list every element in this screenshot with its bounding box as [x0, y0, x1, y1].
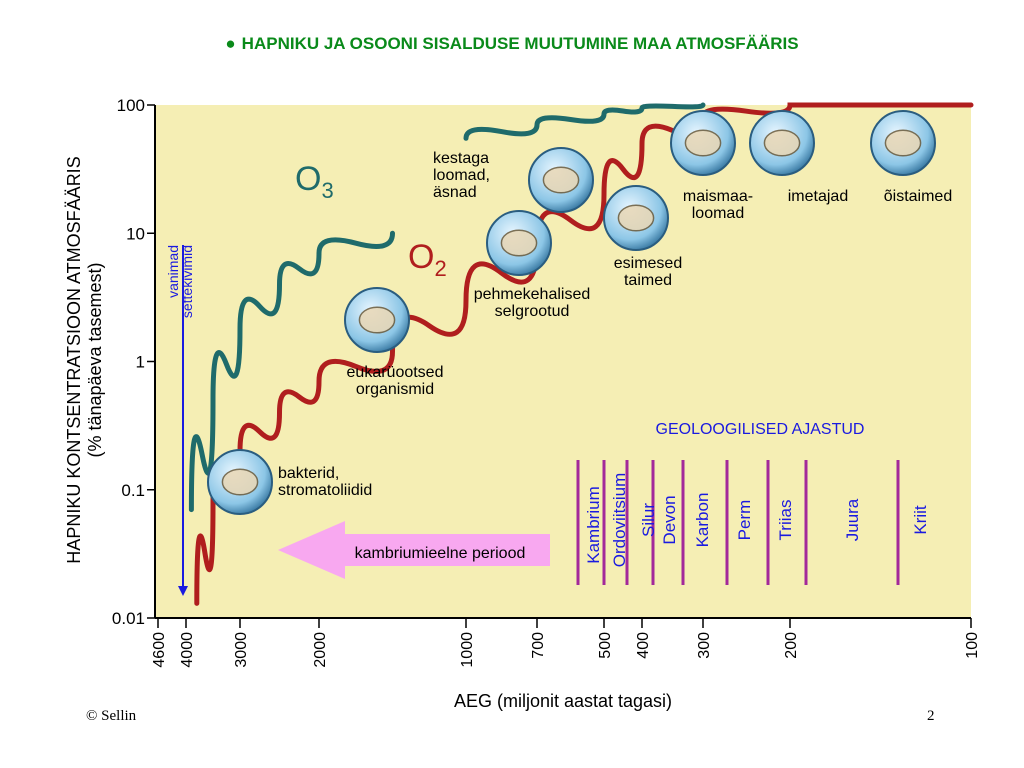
x-tick-label: 400: [635, 632, 652, 659]
sediment-arrow-head: [178, 586, 188, 596]
annotation-label: esimesed taimed: [614, 255, 682, 289]
periods-heading: GEOLOOGILISED AJASTUD: [656, 421, 865, 438]
page-title: ● HAPNIKU JA OSOONI SISALDUSE MUUTUMINE M…: [0, 34, 1024, 54]
period-label: Ordoviitsium: [610, 473, 629, 567]
period-label: Kriit: [911, 505, 930, 535]
sediment-label: vanimad: [165, 245, 181, 298]
annotation-label: eukarüootsed organismid: [347, 364, 444, 398]
period-label: Karbon: [693, 493, 712, 548]
annotation-label: imetajad: [788, 188, 848, 205]
organism-icons: [207, 110, 936, 515]
x-tick-label: 700: [530, 632, 547, 659]
x-axis-label: AEG (miljonit aastat tagasi): [454, 691, 672, 711]
period-label: Juura: [843, 498, 862, 541]
annotation-label: maismaa-loomad: [683, 188, 753, 222]
x-tick-label: 1000: [459, 632, 476, 668]
y-axis-label-2: (% tänapäeva tasemest): [85, 262, 105, 457]
x-tick-label: 100: [964, 632, 981, 659]
y-tick-label: 100: [117, 96, 145, 115]
flower-icon: [870, 110, 936, 176]
eukaryote-icon: [344, 287, 410, 353]
precambrian-label: kambriumieelne periood: [355, 545, 526, 562]
y-tick-label: 0.1: [121, 481, 145, 500]
y-tick-label: 0.01: [112, 609, 145, 628]
y-axis-label: HAPNIKU KONTSENTRATSIOON ATMOSFÄÄRIS: [64, 156, 84, 563]
x-tick-label: 200: [783, 632, 800, 659]
bacteria-icon: [207, 449, 273, 515]
x-tick-label: 300: [696, 632, 713, 659]
period-label: Kambrium: [584, 486, 603, 563]
y-tick-label: 1: [136, 353, 145, 372]
land-animal-icon: [670, 110, 736, 176]
icon-glyph: [358, 306, 396, 334]
annotation-label: bakterid, stromatoliidid: [278, 465, 372, 499]
annotation-label: õistaimed: [884, 188, 952, 205]
y-tick-label: 10: [126, 224, 145, 243]
jellyfish-icon: [486, 210, 552, 276]
series-o3-line: [188, 230, 396, 513]
axes: 100 10 1 0.1 0.01 4600 4000 3000 2000 1000 700 500 4…: [64, 96, 981, 711]
fern-icon: [603, 185, 669, 251]
icon-glyph: [542, 166, 580, 194]
icon-glyph: [884, 129, 922, 157]
precambrian-arrow: [278, 521, 550, 579]
period-label: Silur: [639, 503, 658, 537]
copyright: © Sellin: [86, 708, 137, 724]
series-o3-late-line: [463, 102, 706, 141]
x-tick-label: 4000: [179, 632, 196, 668]
x-tick-label: 4600: [151, 632, 168, 668]
text-layer: bakterid, stromatoliidid eukarüootsed organ…: [278, 150, 952, 499]
title-text: HAPNIKU JA OSOONI SISALDUSE MUUTUMINE MA…: [241, 34, 799, 53]
x-tick-label: 3000: [233, 632, 250, 668]
icon-glyph: [617, 204, 655, 232]
series-o3-label: O3: [295, 160, 334, 203]
icon-glyph: [500, 229, 538, 257]
shelled-animal-icon: [528, 147, 594, 213]
x-tick-label: 500: [597, 632, 614, 659]
period-label: Perm: [735, 500, 754, 541]
annotation-label: pehmekehalised selgrootud: [474, 286, 591, 320]
period-label: Triias: [776, 500, 795, 541]
mammal-icon: [749, 110, 815, 176]
periods-layer: GEOLOOGILISED AJASTUD Kambrium Ordoviitsiu…: [576, 421, 930, 585]
icon-glyph: [684, 129, 722, 157]
annotation-label: kestaga loomad, äsnad: [433, 150, 490, 201]
icon-glyph: [763, 129, 801, 157]
sediment-label: settekivimid: [179, 245, 195, 318]
period-label: Devon: [660, 495, 679, 544]
bullet-icon: ●: [225, 34, 236, 53]
icon-glyph: [221, 468, 259, 496]
x-tick-label: 2000: [312, 632, 329, 668]
page-number: 2: [927, 708, 935, 724]
